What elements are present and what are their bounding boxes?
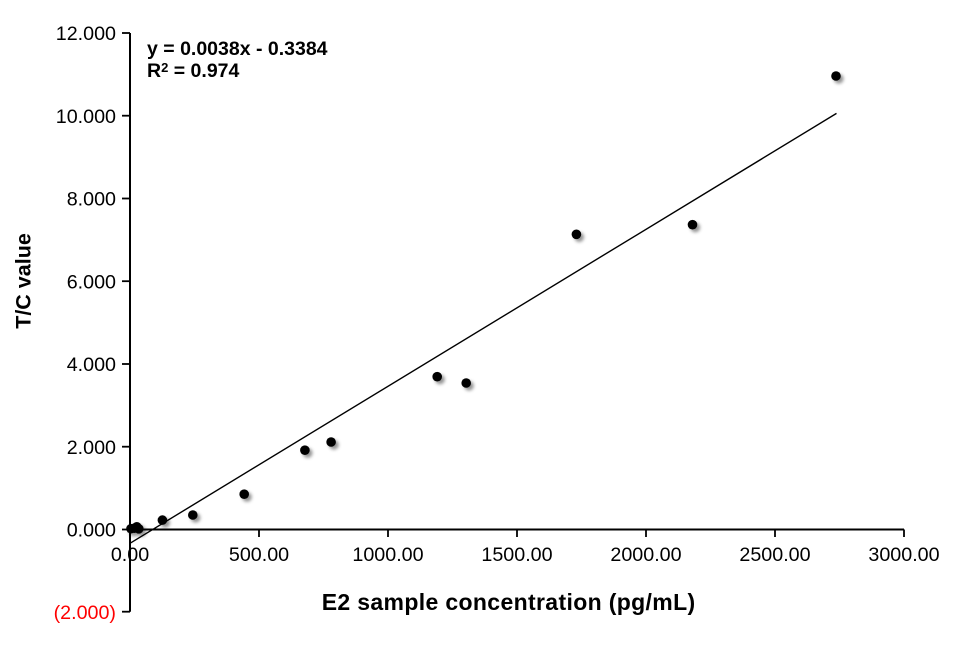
svg-text:500.00: 500.00	[229, 544, 289, 566]
svg-text:10.000: 10.000	[56, 106, 116, 128]
svg-text:E2 sample concentration (pg/m: E2 sample concentration (pg/mL)	[322, 589, 696, 615]
svg-text:0.000: 0.000	[67, 520, 116, 542]
svg-text:2000.00: 2000.00	[610, 544, 681, 566]
svg-text:0.00: 0.00	[111, 544, 149, 566]
svg-text:8.000: 8.000	[67, 189, 116, 211]
svg-text:4.000: 4.000	[67, 354, 116, 376]
svg-text:1000.00: 1000.00	[352, 544, 423, 566]
svg-text:(2.000): (2.000)	[54, 602, 116, 624]
svg-text:6.000: 6.000	[67, 271, 116, 293]
svg-text:y = 0.0038x - 0.3384: y = 0.0038x - 0.3384	[147, 38, 328, 60]
svg-text:R2 = 0.974: R2 = 0.974	[147, 60, 240, 82]
svg-text:1500.00: 1500.00	[481, 544, 552, 566]
svg-text:2.000: 2.000	[67, 437, 116, 459]
svg-text:12.000: 12.000	[56, 23, 116, 45]
svg-text:2500.00: 2500.00	[739, 544, 810, 566]
svg-text:T/C value: T/C value	[12, 233, 36, 329]
svg-text:3000.00: 3000.00	[868, 544, 939, 566]
